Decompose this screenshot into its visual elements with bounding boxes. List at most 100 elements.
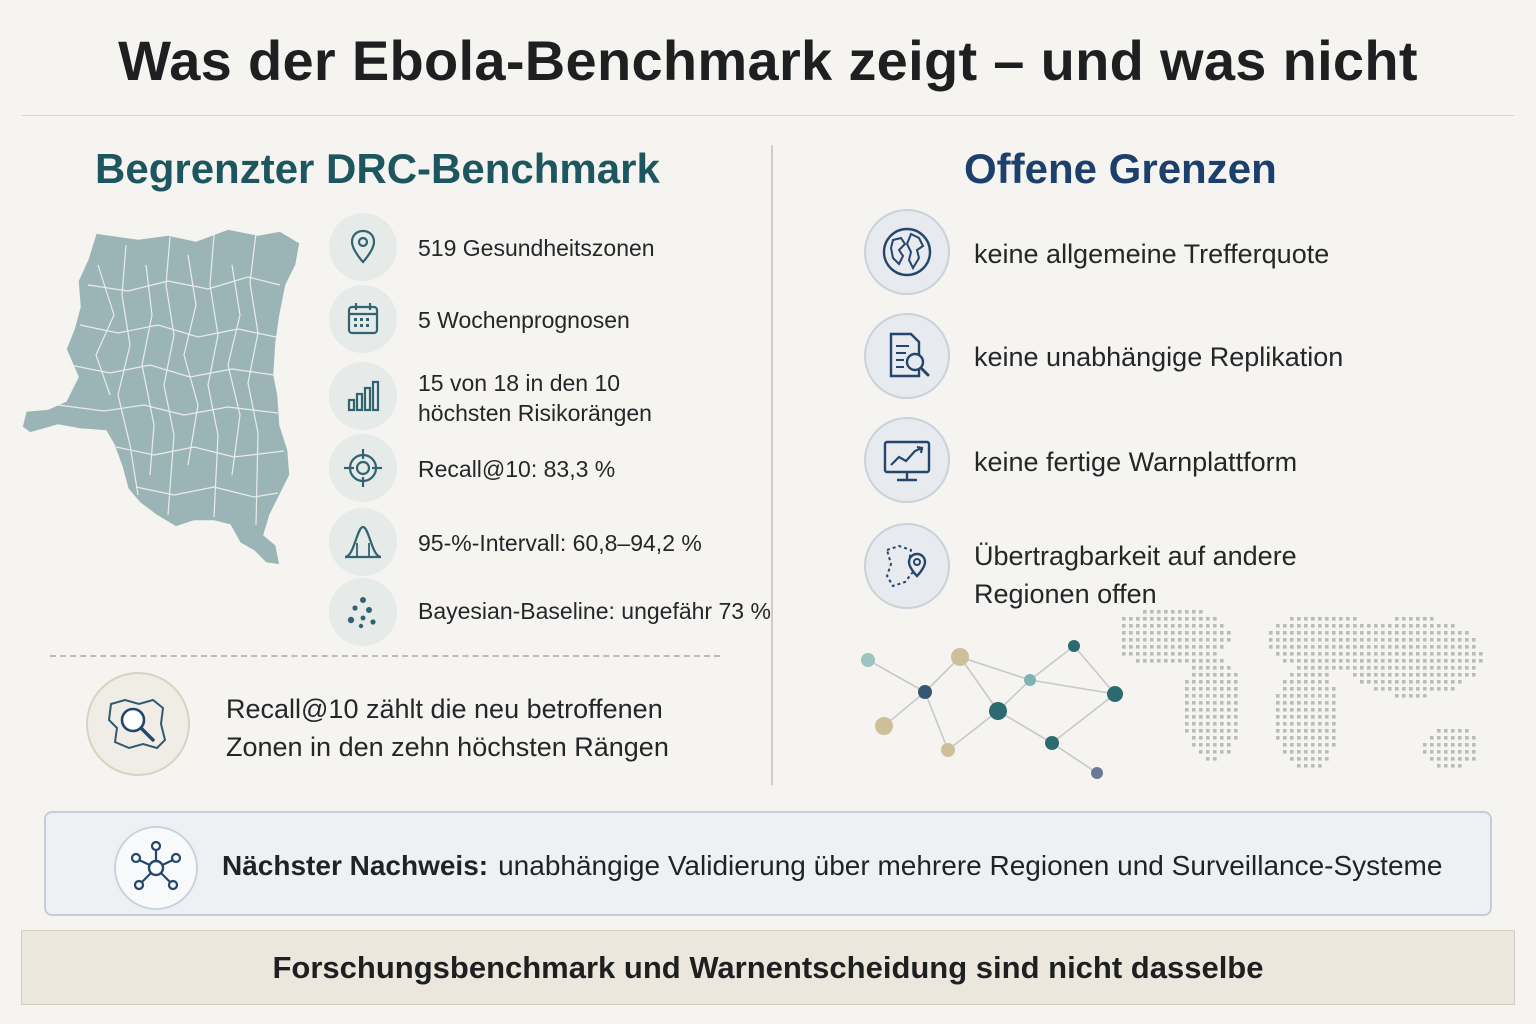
world-map-dot — [1430, 659, 1434, 663]
world-map-dot — [1444, 638, 1448, 642]
world-map-dot — [1213, 652, 1217, 656]
world-map-dot — [1199, 624, 1203, 628]
world-map-dot — [1227, 750, 1231, 754]
world-map-dot — [1318, 645, 1322, 649]
world-map-dot — [1213, 736, 1217, 740]
world-map-dot — [1465, 645, 1469, 649]
world-map-dot — [1332, 722, 1336, 726]
recall-note-line1: Recall@10 zählt die neu betroffenen — [226, 694, 663, 724]
world-map-dot — [1318, 743, 1322, 747]
world-map-dot — [1290, 659, 1294, 663]
world-map-dot — [1458, 659, 1462, 663]
world-map-dot — [1381, 645, 1385, 649]
world-map-dot — [1171, 652, 1175, 656]
world-map-dot — [1437, 750, 1441, 754]
world-map-dot — [1430, 652, 1434, 656]
world-map-dot — [1318, 666, 1322, 670]
world-map-dot — [1416, 673, 1420, 677]
world-map-dot — [1395, 645, 1399, 649]
world-map-dot — [1388, 652, 1392, 656]
world-map-dot — [1325, 680, 1329, 684]
world-map-dot — [1129, 617, 1133, 621]
world-map-dot — [1458, 673, 1462, 677]
world-map-dot — [1360, 666, 1364, 670]
world-map-dot — [1346, 652, 1350, 656]
world-map-dot — [1332, 659, 1336, 663]
world-map-dot — [1332, 652, 1336, 656]
world-map-dot — [1290, 708, 1294, 712]
world-map-dot — [1311, 687, 1315, 691]
world-map-dot — [1283, 729, 1287, 733]
drc-map — [21, 228, 301, 566]
dots-icon — [329, 578, 397, 646]
world-map-dot — [1458, 729, 1462, 733]
world-map-dot — [1374, 631, 1378, 635]
world-map-dot — [1129, 638, 1133, 642]
world-map-dot — [1472, 736, 1476, 740]
world-map-dot — [1304, 729, 1308, 733]
world-map-dot — [1409, 659, 1413, 663]
world-map-dot — [1465, 659, 1469, 663]
world-map-dot — [1374, 659, 1378, 663]
world-map-dot — [1290, 736, 1294, 740]
world-map-dot — [1374, 680, 1378, 684]
world-map-dot — [1381, 652, 1385, 656]
world-map-dot — [1304, 701, 1308, 705]
world-map-dot — [1409, 694, 1413, 698]
world-map-dot — [1213, 694, 1217, 698]
world-map-dot — [1381, 631, 1385, 635]
world-map-dot — [1332, 743, 1336, 747]
world-map-dot — [1388, 631, 1392, 635]
world-map-dot — [1136, 645, 1140, 649]
bar-chart-icon — [329, 362, 397, 430]
world-map-dot — [1227, 666, 1231, 670]
world-map-dot — [1234, 687, 1238, 691]
world-map-dot — [1227, 638, 1231, 642]
world-map-dot — [1304, 736, 1308, 740]
world-map-dot — [1206, 666, 1210, 670]
world-map-dot — [1304, 673, 1308, 677]
world-map-dot — [1122, 638, 1126, 642]
world-map-dot — [1297, 764, 1301, 768]
world-map-dot — [1381, 624, 1385, 628]
world-map-dot — [1402, 631, 1406, 635]
world-map-dot — [1234, 715, 1238, 719]
world-map-dot — [1437, 736, 1441, 740]
world-map-dot — [1297, 736, 1301, 740]
world-map-dot — [1430, 757, 1434, 761]
world-map-dot — [1318, 757, 1322, 761]
world-map-dot — [1185, 645, 1189, 649]
world-map-dot — [1458, 736, 1462, 740]
network-icon — [114, 826, 198, 910]
world-map-dot — [1206, 652, 1210, 656]
world-map-dot — [1395, 687, 1399, 691]
world-map-dot — [1185, 715, 1189, 719]
world-map-dot — [1206, 617, 1210, 621]
world-map-dot — [1381, 638, 1385, 642]
world-map-dot — [1297, 673, 1301, 677]
map-magnifier-icon — [86, 672, 190, 776]
world-map-dot — [1122, 617, 1126, 621]
world-map-dot — [1339, 652, 1343, 656]
world-map-dot — [1332, 715, 1336, 719]
world-map-dot — [1444, 659, 1448, 663]
world-map-dot — [1360, 680, 1364, 684]
world-map-dot — [1409, 624, 1413, 628]
world-map-dot — [1136, 652, 1140, 656]
metric-interval: 95-%-Intervall: 60,8–94,2 % — [418, 530, 702, 556]
world-map-dot — [1227, 673, 1231, 677]
world-map-dot — [1206, 750, 1210, 754]
world-map-dot — [1178, 638, 1182, 642]
world-map-dot — [1332, 736, 1336, 740]
world-map-dot — [1437, 638, 1441, 642]
world-map-dot — [1409, 666, 1413, 670]
world-map-dot — [1381, 659, 1385, 663]
world-map-dot — [1318, 764, 1322, 768]
world-map-dot — [1178, 652, 1182, 656]
world-map-dot — [1227, 708, 1231, 712]
world-map-dot — [1353, 666, 1357, 670]
page-title: Was der Ebola-Benchmark zeigt – und was … — [118, 29, 1418, 92]
world-map-dot — [1430, 638, 1434, 642]
world-map-dot — [1325, 617, 1329, 621]
world-map-dot — [1374, 652, 1378, 656]
